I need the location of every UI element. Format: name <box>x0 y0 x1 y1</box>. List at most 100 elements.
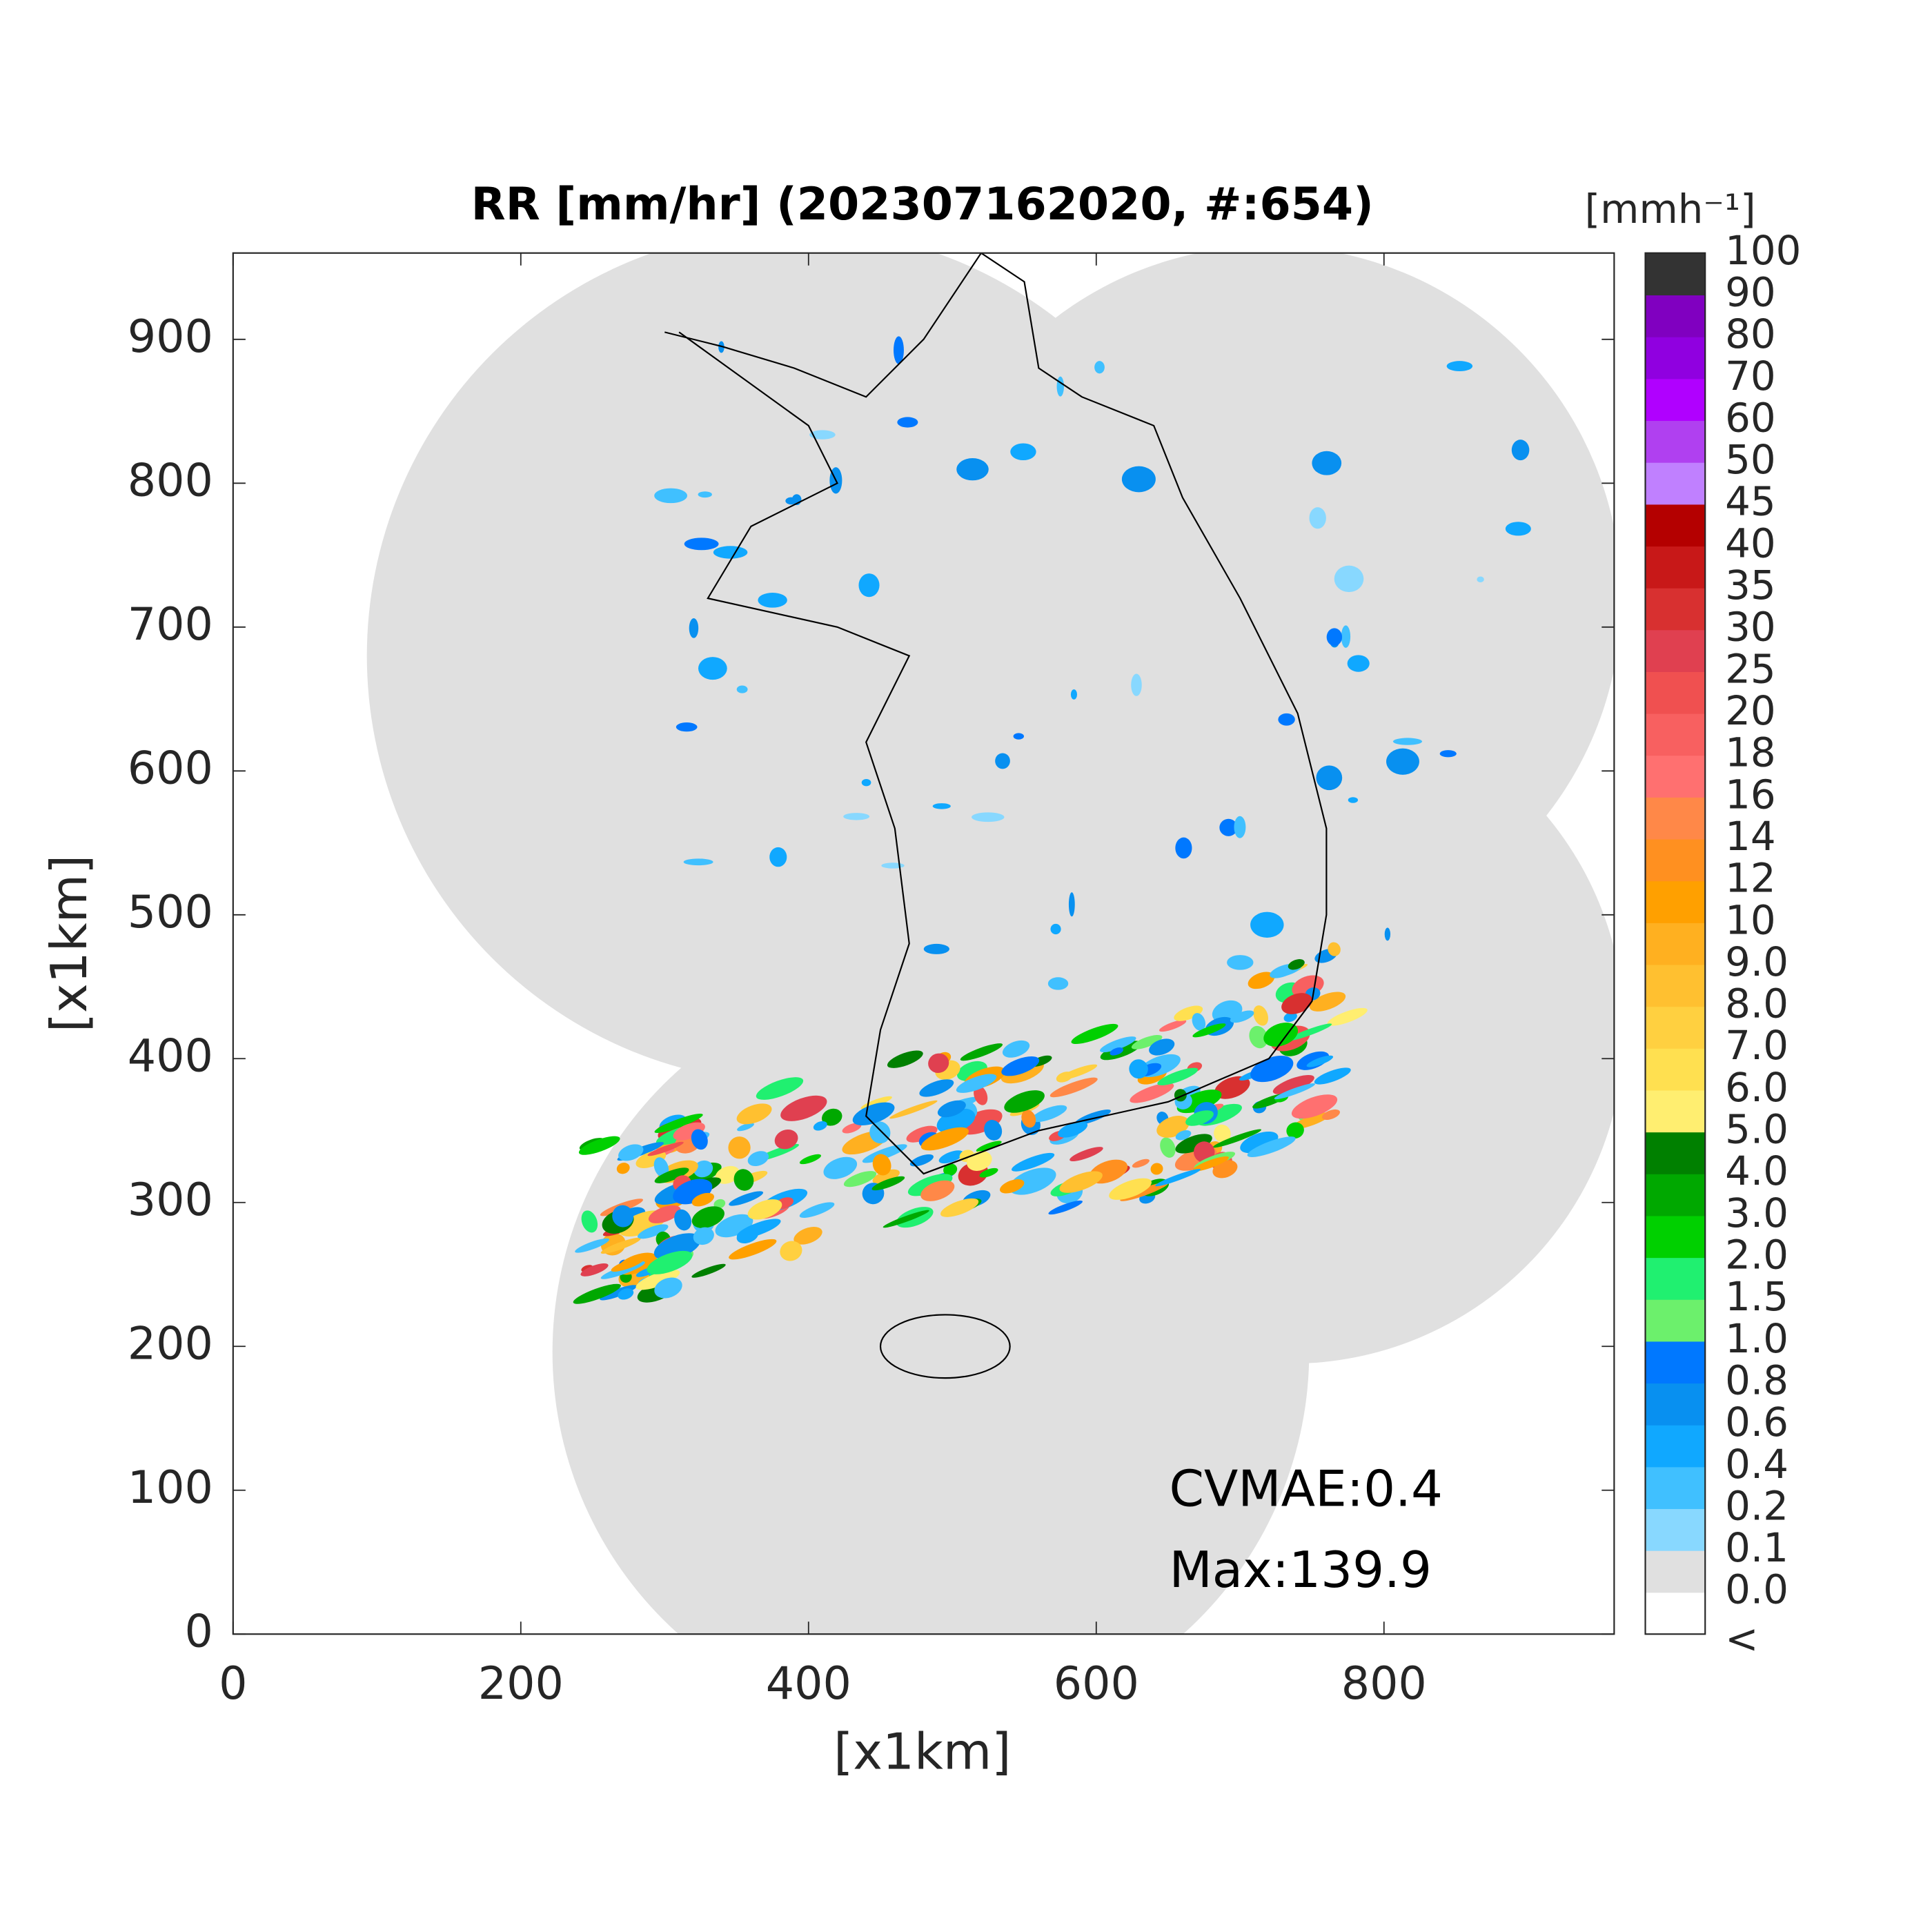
rain-echo <box>943 1163 958 1176</box>
rain-echo <box>573 1283 621 1304</box>
rain-echo <box>647 1250 693 1274</box>
rain-echo <box>780 1241 802 1261</box>
rain-echo <box>883 1210 929 1228</box>
rain-echo <box>938 1150 964 1164</box>
rain-echo <box>984 1120 1003 1141</box>
rain-echo <box>1477 576 1484 582</box>
rain-echo <box>769 847 787 867</box>
rain-echo <box>1240 1131 1279 1154</box>
rain-echo <box>1004 1090 1045 1113</box>
colorbar-tick-label: 0.8 <box>1725 1357 1788 1403</box>
x-tick-label: 0 <box>219 1658 247 1710</box>
rain-echo <box>728 1136 751 1159</box>
rain-echo <box>600 1237 641 1254</box>
rain-echo <box>872 1154 891 1176</box>
rain-echo <box>872 1169 900 1185</box>
rain-echo <box>1247 1136 1296 1158</box>
rain-echo <box>674 1209 692 1231</box>
rain-echo <box>920 1180 955 1201</box>
rain-echo <box>1056 376 1064 397</box>
y-tick-label: 700 <box>128 599 213 651</box>
colorbar-tick-label: 7.0 <box>1725 1022 1788 1069</box>
colorbar-tick-label: 90 <box>1725 268 1776 315</box>
rain-echo <box>1131 673 1142 696</box>
rain-echo <box>684 538 719 551</box>
x-tick-label: 600 <box>1054 1658 1139 1710</box>
rain-echo <box>698 657 727 680</box>
rain-echo <box>823 1156 858 1179</box>
y-tick-label: 0 <box>185 1606 213 1657</box>
colorbar-tick-label: 16 <box>1725 771 1776 818</box>
colorbar-swatch <box>1645 1090 1706 1133</box>
rain-echo <box>1132 1159 1150 1168</box>
rain-echo <box>581 1210 598 1233</box>
annotation: Max:139.9 <box>1169 1541 1432 1599</box>
x-tick-label: 200 <box>478 1658 564 1710</box>
rain-echo <box>635 1270 680 1290</box>
rain-echo <box>612 1205 634 1228</box>
colorbar-tick-label: 40 <box>1725 520 1776 566</box>
rain-echo <box>1031 1105 1067 1123</box>
rain-echo <box>616 1163 630 1174</box>
rain-echo <box>871 1176 905 1191</box>
rain-echo <box>737 1123 754 1132</box>
rain-echo <box>689 618 699 638</box>
rain-echo <box>858 573 880 598</box>
colorbar-tick-label: 9.0 <box>1725 938 1788 985</box>
map-area <box>366 253 1615 1635</box>
rain-echo <box>869 1121 891 1144</box>
rain-echo <box>1050 923 1061 935</box>
rain-echo <box>1109 1178 1152 1200</box>
rain-echo <box>1214 1124 1231 1143</box>
chart-title: RR [mm/hr] (202307162020, #:654) <box>471 179 1374 230</box>
colorbar-swatch <box>1645 1132 1706 1174</box>
colorbar-tick-label: 0.4 <box>1725 1441 1788 1488</box>
rain-echo <box>736 1219 781 1239</box>
colorbar-swatch <box>1645 923 1706 965</box>
colorbar-tick-label: 60 <box>1725 394 1776 441</box>
colorbar-tick-label: < <box>1725 1615 1758 1662</box>
colorbar-tick-label: 20 <box>1725 687 1776 734</box>
rain-echo <box>1070 689 1078 700</box>
rain-echo <box>974 1085 988 1105</box>
colorbar-tick-label: 5.0 <box>1725 1106 1788 1153</box>
rain-echo <box>693 1160 713 1178</box>
colorbar-tick-label: 8.0 <box>1725 980 1788 1027</box>
rain-echo <box>1287 1023 1332 1041</box>
colorbar-swatch <box>1645 295 1706 337</box>
colorbar-tick-label: 80 <box>1725 310 1776 357</box>
colorbar-swatch <box>1645 880 1706 923</box>
rain-echo <box>756 1077 804 1100</box>
rain-echo <box>928 1053 949 1074</box>
rain-echo <box>648 1205 681 1223</box>
colorbar-swatch <box>1645 797 1706 840</box>
colorbar-tick-label: 10 <box>1725 896 1776 943</box>
rain-echo <box>1048 1200 1083 1215</box>
rain-echo <box>1341 625 1351 648</box>
colorbar-swatch <box>1645 546 1706 589</box>
rain-echo <box>1175 1130 1192 1141</box>
rain-echo <box>698 491 712 498</box>
rain-echo <box>1316 765 1343 791</box>
rain-echo <box>1110 1047 1124 1056</box>
x-axis-label: [x1km] <box>834 1723 1011 1781</box>
rain-echo <box>1021 1110 1036 1128</box>
rain-echo <box>715 1165 740 1184</box>
rain-echo <box>976 1141 1002 1152</box>
rain-echo <box>676 722 698 732</box>
rain-echo <box>1130 1083 1174 1103</box>
rain-echo <box>1058 1121 1088 1138</box>
y-tick-label: 500 <box>128 887 213 938</box>
rain-echo <box>843 813 870 820</box>
colorbar-swatch <box>1645 629 1706 672</box>
rain-echo <box>1347 655 1370 672</box>
rain-echo <box>897 417 918 428</box>
rain-echo <box>1121 466 1156 493</box>
rain-echo <box>1214 1076 1250 1099</box>
rain-echo <box>793 1227 822 1245</box>
rain-echo <box>713 1199 726 1209</box>
colorbar-swatch <box>1645 1257 1706 1300</box>
rain-echo <box>971 812 1005 822</box>
rain-echo <box>1446 361 1473 372</box>
rain-echo <box>1288 959 1305 970</box>
